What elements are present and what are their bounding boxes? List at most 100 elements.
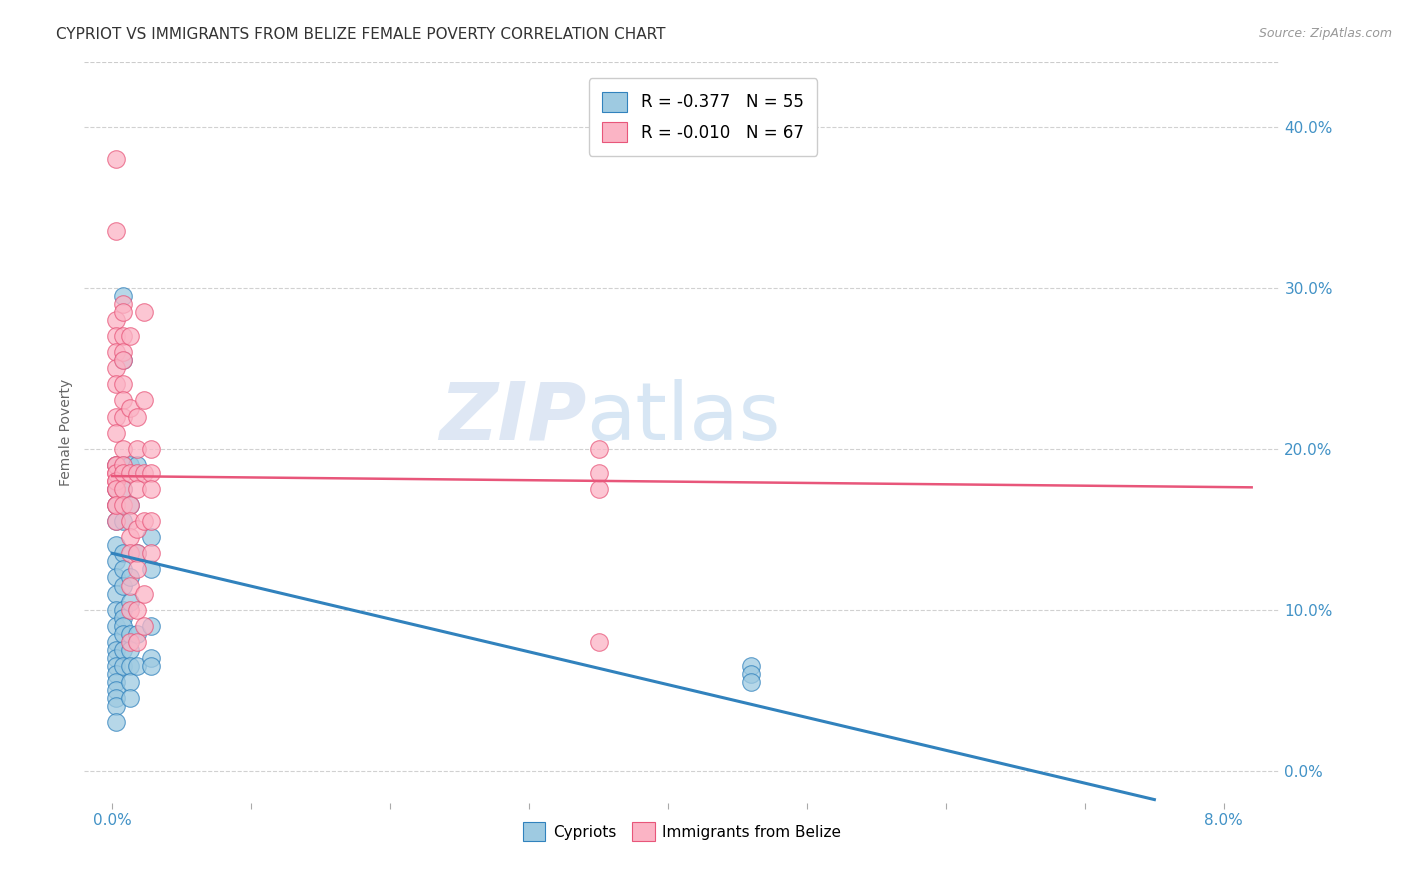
Point	[132, 586, 156, 600]
Point	[105, 482, 128, 496]
Point	[105, 651, 128, 665]
Point	[105, 498, 128, 512]
Point	[105, 514, 128, 528]
Point	[120, 643, 142, 657]
Point	[105, 635, 128, 649]
Point	[105, 152, 128, 166]
Point	[105, 466, 128, 480]
Point	[120, 458, 142, 472]
Point	[105, 224, 128, 238]
Point	[588, 466, 610, 480]
Point	[112, 458, 135, 472]
Point	[105, 361, 128, 376]
Point	[127, 627, 149, 641]
Point	[139, 530, 162, 544]
Point	[740, 659, 762, 673]
Point	[120, 659, 142, 673]
Point	[112, 643, 135, 657]
Point	[127, 562, 149, 576]
Point	[127, 466, 149, 480]
Point	[112, 602, 135, 616]
Point	[112, 578, 135, 592]
Point	[120, 329, 142, 343]
Point	[105, 675, 128, 690]
Point	[105, 458, 128, 472]
Point	[105, 554, 128, 568]
Point	[105, 715, 128, 730]
Point	[105, 474, 128, 488]
Legend: Cypriots, Immigrants from Belize: Cypriots, Immigrants from Belize	[516, 816, 848, 847]
Point	[127, 409, 149, 424]
Point	[132, 305, 156, 319]
Point	[105, 538, 128, 552]
Point	[139, 619, 162, 633]
Point	[112, 377, 135, 392]
Point	[112, 659, 135, 673]
Point	[112, 329, 135, 343]
Point	[105, 602, 128, 616]
Point	[112, 498, 135, 512]
Text: Source: ZipAtlas.com: Source: ZipAtlas.com	[1258, 27, 1392, 40]
Point	[105, 474, 128, 488]
Point	[127, 442, 149, 456]
Point	[139, 659, 162, 673]
Point	[112, 482, 135, 496]
Point	[112, 466, 135, 480]
Point	[112, 345, 135, 359]
Point	[105, 699, 128, 714]
Point	[127, 546, 149, 560]
Point	[105, 498, 128, 512]
Point	[120, 514, 142, 528]
Point	[112, 610, 135, 624]
Point	[740, 675, 762, 690]
Point	[139, 546, 162, 560]
Point	[105, 425, 128, 440]
Text: atlas: atlas	[586, 379, 780, 457]
Point	[105, 329, 128, 343]
Point	[120, 594, 142, 608]
Point	[105, 482, 128, 496]
Point	[139, 482, 162, 496]
Point	[139, 442, 162, 456]
Point	[139, 466, 162, 480]
Point	[105, 345, 128, 359]
Point	[120, 627, 142, 641]
Point	[120, 530, 142, 544]
Point	[105, 458, 128, 472]
Point	[127, 546, 149, 560]
Point	[105, 691, 128, 706]
Point	[120, 546, 142, 560]
Point	[112, 393, 135, 408]
Point	[132, 514, 156, 528]
Point	[112, 514, 135, 528]
Point	[112, 289, 135, 303]
Point	[105, 377, 128, 392]
Point	[127, 522, 149, 536]
Point	[105, 683, 128, 698]
Point	[112, 297, 135, 311]
Point	[112, 353, 135, 368]
Point	[120, 675, 142, 690]
Point	[120, 635, 142, 649]
Point	[127, 482, 149, 496]
Point	[139, 562, 162, 576]
Point	[112, 442, 135, 456]
Point	[120, 401, 142, 416]
Point	[112, 546, 135, 560]
Point	[105, 514, 128, 528]
Point	[112, 458, 135, 472]
Text: ZIP: ZIP	[439, 379, 586, 457]
Point	[112, 619, 135, 633]
Point	[740, 667, 762, 681]
Point	[112, 353, 135, 368]
Point	[112, 627, 135, 641]
Point	[120, 570, 142, 584]
Point	[105, 667, 128, 681]
Point	[120, 498, 142, 512]
Point	[120, 602, 142, 616]
Point	[105, 586, 128, 600]
Point	[127, 659, 149, 673]
Point	[105, 482, 128, 496]
Point	[132, 393, 156, 408]
Point	[127, 458, 149, 472]
